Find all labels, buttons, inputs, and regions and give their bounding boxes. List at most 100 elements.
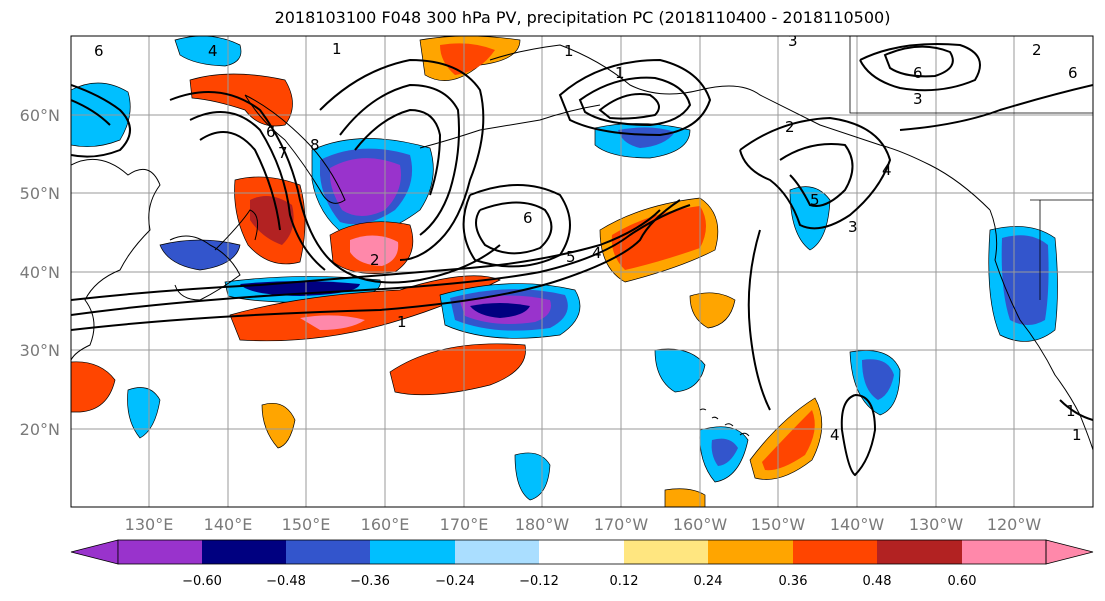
precip-blob-southeast-red: [762, 410, 815, 471]
precip-blob-jet-red: [229, 275, 501, 342]
lon-label: 140°W: [830, 515, 885, 534]
precip-blob-orange-small-2: [261, 402, 296, 449]
contour-label: 6: [266, 123, 276, 141]
contour-label: 6: [913, 64, 923, 82]
contour-label: 3: [848, 218, 858, 236]
lon-label: 150°E: [282, 515, 331, 534]
contour-label: 2: [1032, 41, 1042, 59]
precip-blob-cyan-small-4: [514, 452, 551, 501]
precip-blob-cyan-small-1: [127, 387, 161, 439]
pv-contours: [71, 43, 1093, 477]
colorbar-bin: [370, 540, 455, 564]
colorbar-bin: [202, 540, 286, 564]
lat-label-50n: 50°N: [20, 184, 60, 203]
colorbar-tick: −0.12: [519, 574, 559, 589]
precip-blob-orange-bottom: [664, 488, 706, 507]
lon-label: 160°E: [361, 515, 410, 534]
coast-alaska: [489, 44, 991, 211]
colorbar-tick: 0.12: [610, 574, 639, 589]
colorbar-bin: [793, 540, 877, 564]
colorbar-bin: [962, 540, 1046, 564]
contour-label: 1: [1072, 426, 1082, 444]
lon-label: 160°W: [673, 515, 728, 534]
contour-label: 4: [208, 42, 218, 60]
lat-label-20n: 20°N: [20, 420, 60, 439]
precip-blob-east-blue-3: [862, 359, 894, 400]
lon-label: 140°E: [204, 515, 253, 534]
colorbar-bin: [877, 540, 962, 564]
precip-blob-east-cyan-1: [789, 186, 831, 251]
precip-blob-sw-red: [71, 361, 116, 413]
contour-label: 7: [278, 144, 288, 162]
lat-label-40n: 40°N: [20, 263, 60, 282]
colorbar-neg-extend: [70, 539, 119, 565]
contour-label: 8: [310, 136, 320, 154]
lat-label-60n: 60°N: [20, 106, 60, 125]
coast-korea-japan: [169, 209, 259, 301]
longitude-labels: 130°E 140°E 150°E 160°E 170°E 180°W 170°…: [125, 515, 1042, 534]
lon-label: 170°W: [594, 515, 649, 534]
colorbar-tick: −0.24: [435, 574, 475, 589]
coast-kamchatka: [244, 94, 346, 204]
contour-label: 4: [592, 244, 602, 262]
lon-label: 170°E: [440, 515, 489, 534]
precip-blob-orange-small-1: [689, 292, 736, 329]
lon-label: 180°W: [515, 515, 570, 534]
map-frame: [70, 35, 1094, 508]
contour-label: 4: [882, 161, 892, 179]
precip-blob-gulf-red: [611, 206, 706, 270]
colorbar-tick: 0.48: [863, 574, 892, 589]
precip-blob-kamchatka-purple: [330, 158, 401, 216]
contour-label: 3: [788, 32, 798, 50]
precip-blob-hawaii-navy: [711, 438, 738, 466]
latitude-labels: 60°N 50°N 40°N 30°N 20°N: [20, 106, 60, 439]
contour-label: 4: [830, 426, 840, 444]
contour-label: 3: [913, 90, 923, 108]
map-layers: 6 4 1 6 7 8 2 1 6 5 4 1 2 1 6 5 4 3 2 3 …: [71, 32, 1093, 507]
colorbar-tick: −0.36: [350, 574, 390, 589]
colorbar-bin: [118, 540, 202, 564]
colorbar-tick: −0.60: [182, 574, 222, 589]
lon-label: 150°W: [751, 515, 806, 534]
coast-north-america: [989, 209, 1093, 451]
precip-blob-japan-darkred: [250, 196, 294, 245]
precip-shading: [71, 36, 1058, 507]
colorbar-ticks: −0.60 −0.48 −0.36 −0.24 −0.12 0.12 0.24 …: [182, 574, 976, 589]
pv-contour-labels: 6 4 1 6 7 8 2 1 6 5 4 1 2 1 6 5 4 3 2 3 …: [94, 32, 1082, 444]
lat-label-30n: 30°N: [20, 341, 60, 360]
precip-blob-jet-pink: [300, 315, 365, 330]
colorbar: −0.60 −0.48 −0.36 −0.24 −0.12 0.12 0.24 …: [70, 539, 1094, 589]
contour-label: 2: [785, 118, 795, 136]
contour-label: 1: [397, 313, 407, 331]
colorbar-frame: [117, 539, 1047, 565]
colorbar-bin: [286, 540, 370, 564]
colorbar-pos-extend: [1045, 539, 1094, 565]
lon-label: 130°E: [125, 515, 174, 534]
contour-label: 2: [370, 251, 380, 269]
colorbar-tick: −0.48: [266, 574, 306, 589]
precip-blob-central-navy: [470, 303, 530, 318]
colorbar-bin: [708, 540, 793, 564]
graticule: [71, 36, 1093, 507]
precip-blob-jet-blue: [159, 239, 241, 271]
contour-label: 1: [1066, 402, 1076, 420]
coastlines: [71, 44, 1093, 451]
lon-label: 130°W: [909, 515, 964, 534]
contour-label: 6: [94, 42, 104, 60]
contour-label: 1: [564, 42, 574, 60]
contour-label: 5: [810, 191, 820, 209]
coast-aleutians: [419, 104, 601, 149]
colorbar-bin: [539, 540, 624, 564]
colorbar-tick: 0.60: [948, 574, 977, 589]
precip-blob-east-cyan-2: [654, 348, 706, 393]
lon-label: 120°W: [987, 515, 1042, 534]
contour-label: 1: [332, 40, 342, 58]
contour-label: 5: [566, 248, 576, 266]
coast-hawaii: [699, 408, 750, 437]
contour-label: 6: [523, 209, 533, 227]
political-borders: [849, 36, 1093, 300]
coast-east-asia: [71, 158, 161, 361]
contour-label: 1: [615, 64, 625, 82]
colorbar-tick: 0.36: [779, 574, 808, 589]
